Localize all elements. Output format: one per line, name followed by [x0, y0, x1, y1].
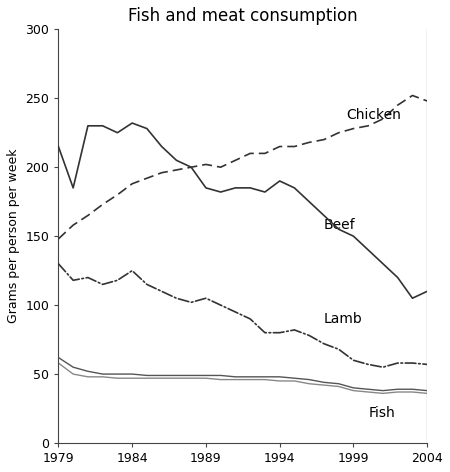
Y-axis label: Grams per person per week: Grams per person per week: [7, 149, 20, 323]
Title: Fish and meat consumption: Fish and meat consumption: [128, 7, 358, 25]
Text: Beef: Beef: [324, 218, 356, 232]
Text: Fish: Fish: [368, 406, 395, 420]
Text: Chicken: Chicken: [346, 108, 401, 122]
Text: Lamb: Lamb: [324, 312, 363, 326]
